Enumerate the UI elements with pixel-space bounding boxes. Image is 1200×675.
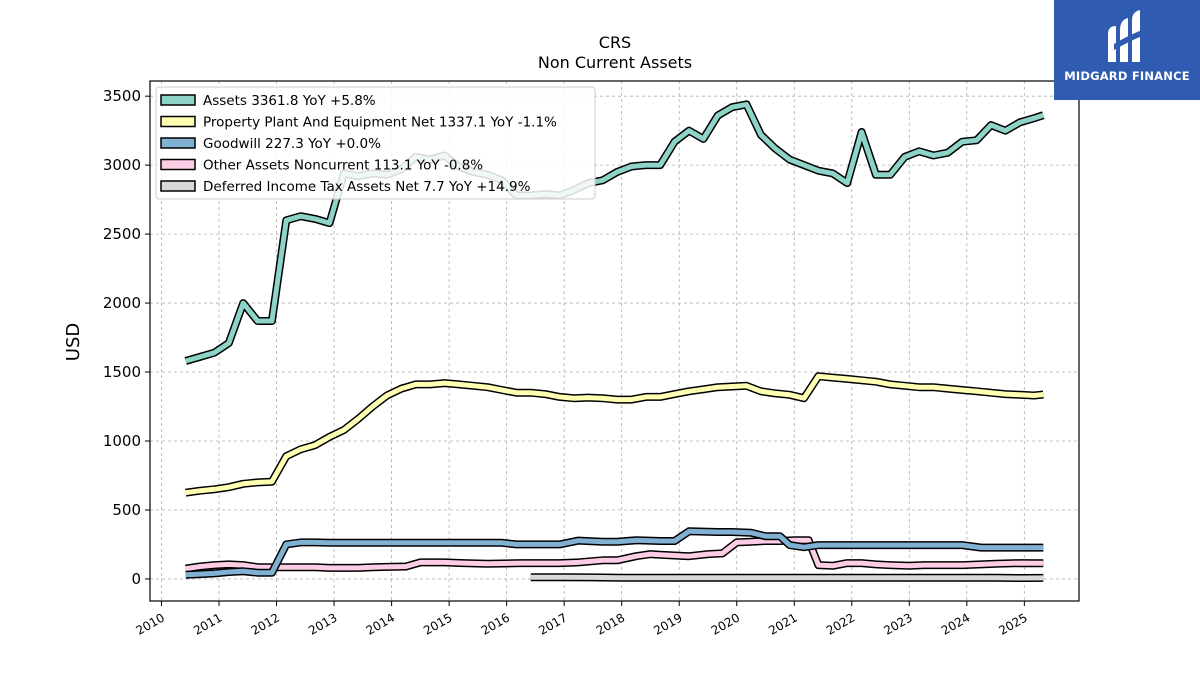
legend: Assets 3361.8 YoY +5.8% Property Plant An… xyxy=(155,86,596,200)
legend-label: Deferred Income Tax Assets Net 7.7 YoY +… xyxy=(203,179,531,195)
x-tick-label: 2015 xyxy=(421,610,454,637)
x-tick-label: 2010 xyxy=(134,610,167,637)
legend-label: Property Plant And Equipment Net 1337.1 … xyxy=(203,115,557,131)
x-tick-label: 2017 xyxy=(536,610,569,637)
series-line-deferred-income-tax-assets-net xyxy=(530,574,1044,581)
x-tick-label: 2020 xyxy=(709,610,742,637)
series-outline-property-plant-and-equipment-net xyxy=(185,372,1044,497)
series-line-other-assets-noncurrent xyxy=(185,537,1044,572)
series-line-assets xyxy=(185,101,1045,364)
y-tick-label: 0 xyxy=(131,570,141,588)
legend-label: Goodwill 227.3 YoY +0.0% xyxy=(203,136,381,152)
x-tick-label: 2014 xyxy=(364,610,397,637)
x-tick-label: 2025 xyxy=(996,610,1029,637)
x-tick-label: 2013 xyxy=(306,610,339,637)
series-line-property-plant-and-equipment-net xyxy=(185,373,1044,496)
logo-text: MIDGARD FINANCE xyxy=(1064,69,1190,83)
x-tick-label: 2022 xyxy=(824,610,857,637)
y-tick-label: 1000 xyxy=(103,432,141,450)
y-tick-label: 3500 xyxy=(103,87,141,105)
legend-swatch xyxy=(160,180,196,192)
series-line-goodwill xyxy=(185,528,1044,578)
y-tick-label: 500 xyxy=(112,501,141,519)
series-lines xyxy=(184,100,1045,582)
legend-label: Assets 3361.8 YoY +5.8% xyxy=(203,93,376,109)
legend-box xyxy=(155,86,596,200)
legend-swatch xyxy=(160,158,196,171)
chart-subtitle: Non Current Assets xyxy=(538,53,692,72)
y-tick-label: 1500 xyxy=(103,363,141,381)
x-tick-label: 2024 xyxy=(939,610,972,637)
x-tick-label: 2021 xyxy=(766,610,799,637)
x-tick-label: 2023 xyxy=(881,610,914,637)
chart-title: CRS xyxy=(599,33,631,52)
legend-swatch xyxy=(160,115,196,128)
x-tick-label: 2012 xyxy=(249,610,282,637)
midgard-logo: MIDGARD FINANCE xyxy=(1054,0,1200,100)
plot-frame xyxy=(149,80,1080,602)
midgard-logo-icon xyxy=(1108,10,1142,62)
y-tick-label: 2500 xyxy=(103,225,141,243)
legend-label: Other Assets Noncurrent 113.1 YoY -0.8% xyxy=(203,158,483,174)
x-tick-label: 2011 xyxy=(191,610,224,637)
y-tick-label: 2000 xyxy=(103,294,141,312)
x-tick-label: 2018 xyxy=(594,610,627,637)
legend-swatch xyxy=(160,94,196,106)
x-tick-label: 2019 xyxy=(651,610,684,637)
legend-swatch xyxy=(160,137,196,149)
x-tick-label: 2016 xyxy=(479,610,512,637)
y-axis-label: USD xyxy=(63,323,84,361)
y-tick-label: 3000 xyxy=(103,156,141,174)
